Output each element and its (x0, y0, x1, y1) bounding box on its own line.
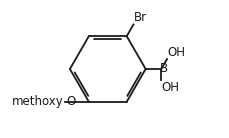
Text: Br: Br (134, 11, 147, 24)
Text: methoxy: methoxy (12, 95, 64, 108)
Text: OH: OH (161, 81, 179, 94)
Text: B: B (159, 63, 167, 75)
Text: OH: OH (167, 46, 185, 59)
Text: O: O (66, 95, 75, 108)
